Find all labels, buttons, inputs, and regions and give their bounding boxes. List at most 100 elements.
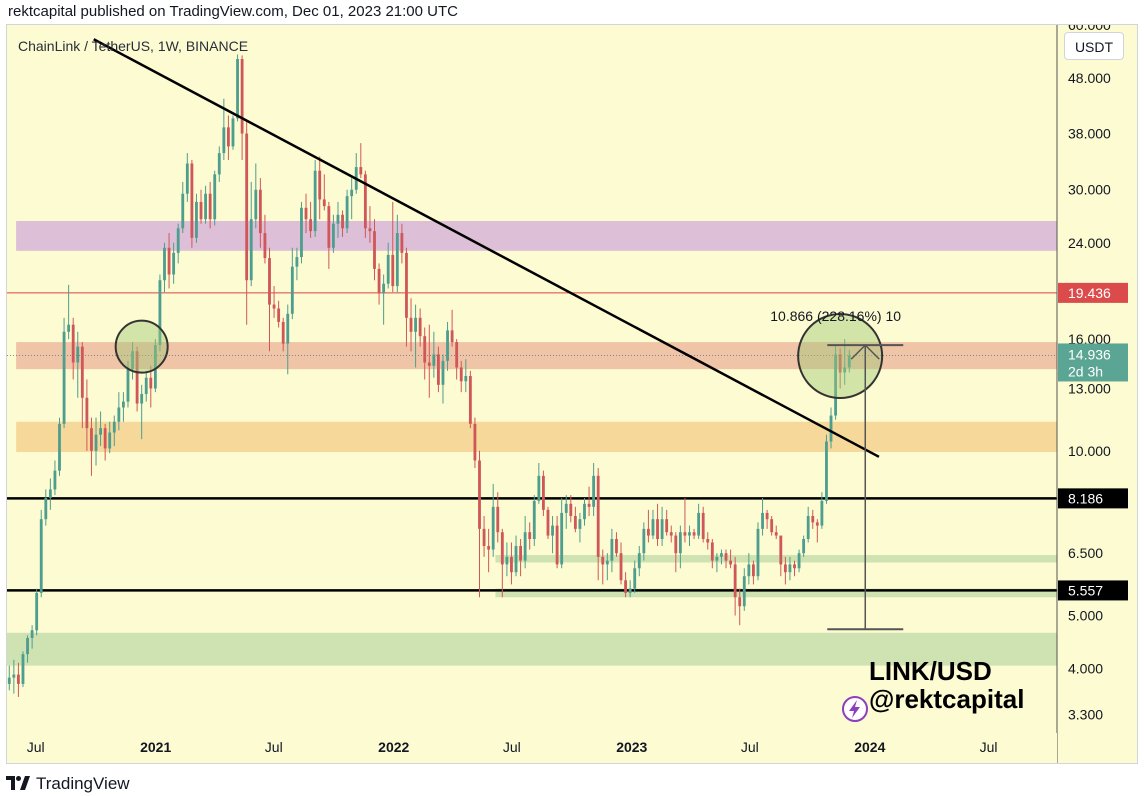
candle-body bbox=[322, 199, 326, 207]
candle-body bbox=[373, 231, 376, 269]
candle bbox=[797, 549, 801, 573]
candle-body bbox=[610, 538, 614, 561]
candle bbox=[7, 665, 11, 691]
candle bbox=[765, 509, 769, 529]
candle bbox=[26, 635, 29, 663]
candle bbox=[103, 423, 107, 461]
time-tick: 2021 bbox=[140, 739, 171, 755]
candle-body bbox=[537, 475, 541, 501]
price-tick: 38.000 bbox=[1068, 126, 1111, 142]
candle bbox=[336, 201, 340, 238]
candle bbox=[300, 201, 303, 264]
candle bbox=[601, 549, 605, 585]
candle bbox=[373, 219, 376, 281]
candle-body bbox=[697, 512, 701, 536]
candle-body bbox=[555, 525, 559, 565]
candle bbox=[505, 542, 509, 577]
price-tick: 6.500 bbox=[1068, 545, 1103, 561]
candle-body bbox=[153, 345, 157, 389]
candle-body bbox=[427, 362, 431, 366]
candle-body bbox=[528, 532, 532, 539]
candle-body bbox=[44, 497, 48, 520]
candle-body bbox=[7, 677, 11, 684]
candle bbox=[738, 588, 742, 626]
candle bbox=[491, 483, 495, 557]
candle bbox=[665, 509, 669, 536]
chart-frame[interactable]: 10.866 (228.16%) 10 60.000 48.000 38.000 30.… bbox=[6, 24, 1138, 764]
candle bbox=[327, 201, 331, 269]
candle-body bbox=[222, 127, 226, 154]
candle-body bbox=[318, 170, 322, 200]
candle-body bbox=[226, 127, 230, 147]
candle-body bbox=[341, 214, 344, 229]
candle bbox=[290, 247, 294, 320]
candle-body bbox=[619, 553, 623, 581]
candle-body bbox=[660, 519, 664, 539]
candle-body bbox=[172, 252, 176, 275]
candle bbox=[838, 348, 842, 389]
candle bbox=[532, 495, 536, 546]
candle bbox=[99, 411, 103, 447]
time-tick: Jul bbox=[741, 739, 759, 755]
candle bbox=[71, 317, 75, 380]
price-label: 5.557 bbox=[1068, 582, 1103, 598]
candle-body bbox=[158, 280, 162, 346]
candle bbox=[108, 421, 112, 454]
candle bbox=[226, 115, 230, 160]
candle bbox=[331, 214, 335, 253]
candle-body bbox=[633, 568, 637, 589]
candle bbox=[268, 247, 271, 352]
candle-body bbox=[578, 519, 582, 529]
candle bbox=[304, 193, 308, 234]
candle-body bbox=[482, 528, 486, 546]
candle bbox=[706, 532, 710, 550]
candle bbox=[656, 503, 659, 546]
candle bbox=[423, 327, 427, 380]
price-tick: 13.000 bbox=[1068, 380, 1111, 396]
candle bbox=[733, 556, 737, 616]
candle-body bbox=[176, 228, 180, 253]
candle bbox=[751, 560, 755, 585]
candle-body bbox=[459, 367, 463, 382]
candle bbox=[646, 509, 650, 543]
candle-body bbox=[62, 331, 66, 424]
candle-body bbox=[742, 576, 746, 607]
candle-body bbox=[48, 489, 52, 498]
candle-body bbox=[820, 500, 824, 526]
candle bbox=[720, 549, 723, 565]
price-chart[interactable]: 10.866 (228.16%) 10 60.000 48.000 38.000 30.… bbox=[7, 25, 1137, 763]
currency-button[interactable]: USDT bbox=[1064, 32, 1124, 60]
candle-body bbox=[67, 324, 71, 332]
candle bbox=[806, 506, 810, 543]
candle bbox=[592, 462, 596, 517]
candle bbox=[774, 525, 778, 539]
candle bbox=[478, 450, 481, 598]
candle-body bbox=[99, 428, 103, 435]
candle bbox=[85, 379, 89, 451]
candle-body bbox=[268, 258, 271, 305]
tradingview-brand: TradingView bbox=[36, 774, 130, 793]
candle bbox=[678, 525, 682, 569]
candle-body bbox=[71, 324, 75, 363]
candle-body bbox=[286, 313, 290, 344]
candle-body bbox=[400, 233, 404, 253]
candle-body bbox=[656, 519, 659, 539]
candle-body bbox=[391, 254, 395, 287]
candle bbox=[391, 201, 395, 293]
candle bbox=[263, 214, 267, 264]
candle-body bbox=[103, 428, 107, 449]
candle bbox=[473, 417, 477, 469]
candle-body bbox=[140, 394, 144, 404]
candle bbox=[363, 170, 367, 238]
candle-body bbox=[637, 553, 641, 569]
symbol-title[interactable]: ChainLink / TetherUS, 1W, BINANCE bbox=[18, 38, 249, 54]
candle-body bbox=[541, 475, 545, 510]
candle bbox=[277, 300, 281, 328]
candle-body bbox=[236, 59, 239, 119]
candle bbox=[44, 489, 48, 526]
candle bbox=[199, 189, 203, 224]
candle bbox=[815, 519, 819, 543]
candle bbox=[258, 178, 262, 248]
candle-body bbox=[715, 556, 719, 561]
candle-body bbox=[446, 330, 449, 361]
